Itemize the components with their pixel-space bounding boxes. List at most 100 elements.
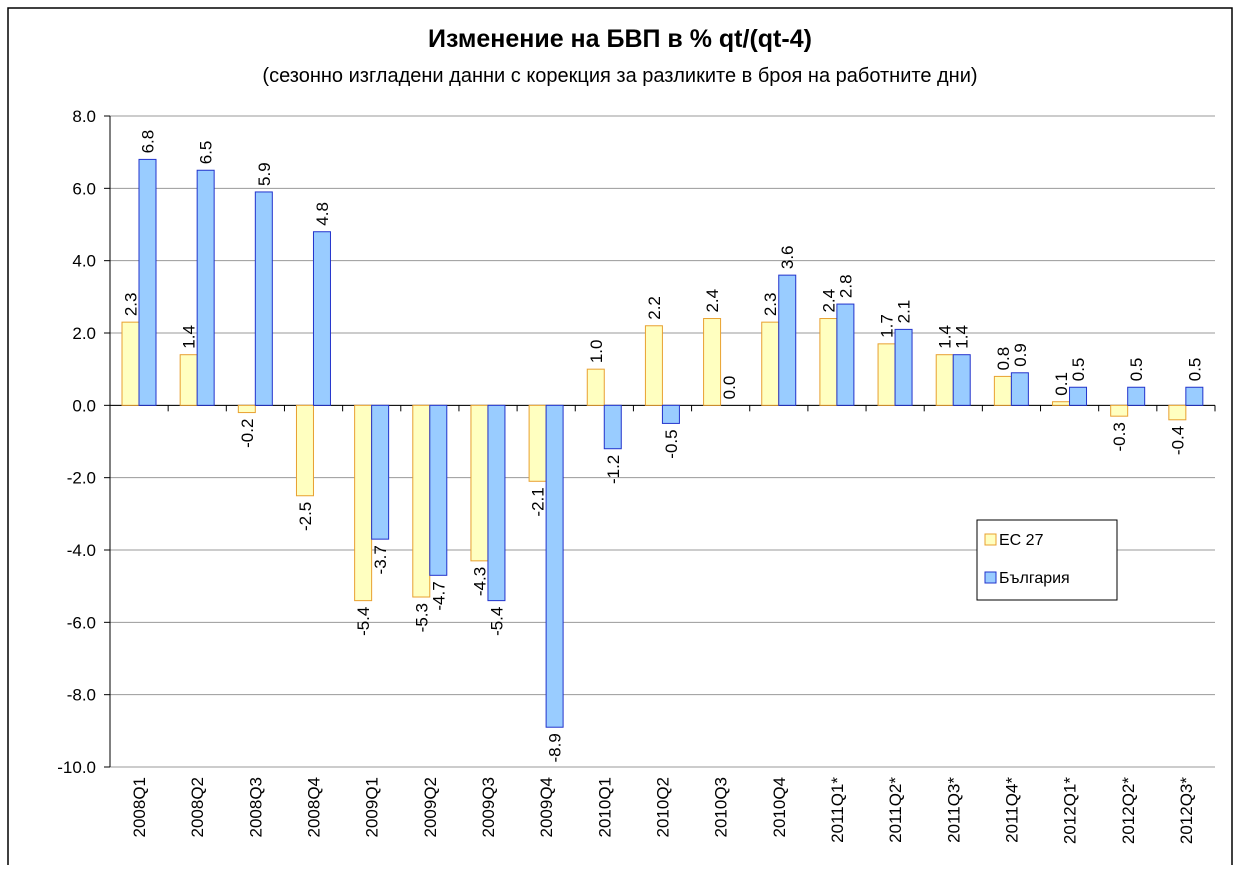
- value-label: 0.0: [720, 376, 739, 400]
- x-tick-label: 2010Q1: [595, 777, 614, 838]
- value-label: 0.5: [1127, 358, 1146, 382]
- x-tick-label: 2009Q1: [363, 777, 382, 838]
- bar: [819, 318, 838, 406]
- bar: [354, 404, 373, 602]
- legend-label: ЕС 27: [999, 532, 1044, 549]
- bar: [487, 404, 506, 602]
- bar: [644, 325, 663, 406]
- value-label: 0.1: [1052, 372, 1071, 396]
- value-label: 5.9: [255, 162, 274, 186]
- value-label: -2.5: [296, 502, 315, 531]
- y-tick-label: -10.0: [57, 758, 96, 777]
- y-tick-label: 8.0: [72, 107, 96, 126]
- value-label: -1.2: [604, 455, 623, 484]
- x-tick-label: 2010Q4: [770, 777, 789, 838]
- bar: [312, 231, 331, 406]
- value-label: 3.6: [778, 245, 797, 269]
- value-label: -2.1: [529, 487, 548, 516]
- value-label: 2.4: [703, 289, 722, 313]
- bar: [761, 321, 780, 406]
- bar: [1069, 386, 1088, 406]
- value-label: 2.3: [122, 293, 141, 317]
- bar: [1052, 401, 1071, 406]
- value-label: -8.9: [546, 733, 565, 762]
- bar: [1010, 372, 1029, 406]
- bar: [429, 404, 448, 576]
- legend-box: [976, 519, 1118, 601]
- x-tick-label: 2012Q1*: [1061, 777, 1080, 844]
- bar: [1110, 404, 1129, 417]
- chart-subtitle: (сезонно изгладени данни с корекция за р…: [262, 65, 977, 87]
- y-tick-label: -6.0: [67, 613, 96, 632]
- bar: [993, 375, 1012, 406]
- bar: [138, 158, 157, 406]
- value-label: -0.4: [1168, 426, 1187, 455]
- bar: [295, 404, 314, 497]
- value-label: 0.9: [1011, 343, 1030, 367]
- bar: [121, 321, 140, 406]
- x-tick-label: 2009Q4: [537, 777, 556, 838]
- bar: [1185, 386, 1204, 406]
- bar: [528, 404, 547, 482]
- bar: [952, 354, 971, 406]
- value-label: 2.2: [645, 296, 664, 320]
- x-tick-label: 2008Q1: [130, 777, 149, 838]
- value-label: 0.5: [1069, 358, 1088, 382]
- bar: [1168, 404, 1187, 421]
- legend-label: България: [999, 570, 1070, 587]
- x-tick-label: 2010Q3: [712, 777, 731, 838]
- x-tick-label: 2011Q2*: [886, 777, 905, 843]
- value-label: 0.8: [994, 347, 1013, 371]
- bar: [603, 404, 622, 450]
- y-tick-label: 0.0: [72, 396, 96, 415]
- x-tick-label: 2012Q2*: [1119, 777, 1138, 844]
- value-label: -5.4: [487, 607, 506, 636]
- bar: [836, 303, 855, 406]
- x-tick-label: 2009Q2: [421, 777, 440, 838]
- value-label: 2.8: [836, 274, 855, 298]
- value-label: 2.3: [761, 293, 780, 317]
- value-label: 6.5: [197, 141, 216, 165]
- legend-swatch: [984, 571, 997, 584]
- bar: [412, 404, 431, 598]
- x-tick-label: 2011Q1*: [828, 777, 847, 843]
- bar: [586, 368, 605, 406]
- value-label: -5.4: [354, 607, 373, 636]
- x-tick-label: 2009Q3: [479, 777, 498, 838]
- bar: [196, 169, 215, 406]
- x-tick-label: 2011Q4*: [1002, 777, 1021, 843]
- bar: [935, 354, 954, 406]
- x-tick-label: 2008Q2: [188, 777, 207, 838]
- x-tick-label: 2012Q3*: [1177, 777, 1196, 844]
- x-tick-label: 2010Q2: [654, 777, 673, 838]
- value-label: -0.3: [1110, 422, 1129, 451]
- bar: [877, 343, 896, 406]
- value-label: 2.1: [895, 300, 914, 324]
- bar: [545, 404, 564, 728]
- y-tick-label: -4.0: [67, 541, 96, 560]
- bar: [661, 404, 680, 424]
- value-label: -4.3: [470, 567, 489, 596]
- bar: [470, 404, 489, 562]
- value-label: 1.4: [936, 325, 955, 349]
- value-label: 1.4: [180, 325, 199, 349]
- y-tick-label: 2.0: [72, 324, 96, 343]
- value-label: -3.7: [371, 545, 390, 574]
- x-tick-label: 2011Q3*: [944, 777, 963, 843]
- bar: [703, 318, 722, 406]
- value-label: -5.3: [412, 603, 431, 632]
- value-label: 4.8: [313, 202, 332, 226]
- value-label: 2.4: [819, 289, 838, 313]
- y-tick-label: 4.0: [72, 252, 96, 271]
- bar: [237, 404, 256, 414]
- value-label: 1.0: [587, 340, 606, 364]
- x-tick-label: 2008Q3: [246, 777, 265, 838]
- bar: [179, 354, 198, 406]
- value-label: 0.5: [1185, 358, 1204, 382]
- y-tick-label: -2.0: [67, 469, 96, 488]
- bar: [1127, 386, 1146, 406]
- bar: [254, 191, 273, 406]
- bar: [894, 328, 913, 406]
- value-label: -0.2: [238, 419, 257, 448]
